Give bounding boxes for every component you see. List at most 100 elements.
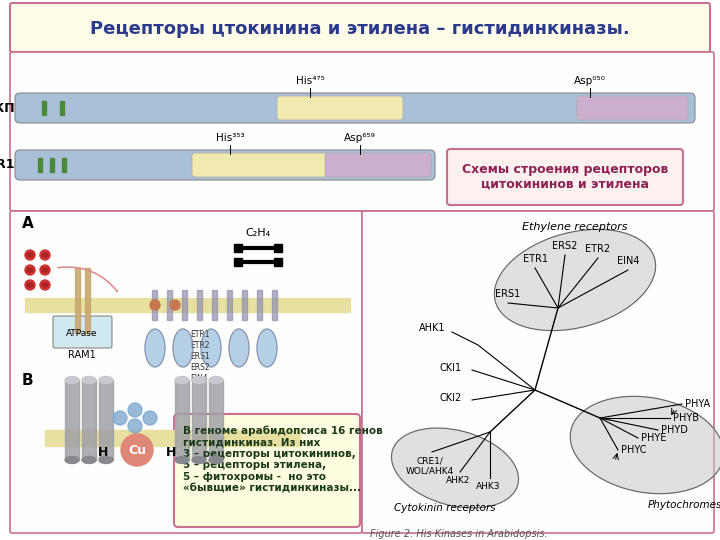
Text: Asp⁰⁵⁰: Asp⁰⁵⁰: [574, 76, 606, 86]
Ellipse shape: [192, 376, 206, 383]
Ellipse shape: [27, 253, 33, 257]
FancyBboxPatch shape: [174, 414, 360, 527]
Bar: [272, 290, 277, 320]
Ellipse shape: [82, 456, 96, 463]
Ellipse shape: [209, 456, 223, 463]
Bar: [242, 290, 247, 320]
FancyBboxPatch shape: [10, 52, 714, 211]
Ellipse shape: [42, 253, 48, 257]
Bar: [167, 290, 172, 320]
Ellipse shape: [201, 329, 221, 367]
Bar: [38, 158, 42, 172]
Text: ATPase: ATPase: [66, 328, 98, 338]
Bar: [197, 290, 202, 320]
Bar: [99, 380, 113, 460]
Bar: [212, 290, 217, 320]
Circle shape: [25, 250, 35, 260]
Ellipse shape: [392, 428, 518, 508]
Bar: [42, 101, 46, 115]
Text: CKI1: CKI1: [440, 363, 462, 373]
Ellipse shape: [257, 329, 277, 367]
Text: His³⁵³: His³⁵³: [216, 133, 244, 143]
Circle shape: [40, 265, 50, 275]
Ellipse shape: [65, 376, 79, 383]
Text: ETR2: ETR2: [585, 244, 611, 254]
Text: ETR1: ETR1: [0, 159, 15, 172]
Circle shape: [113, 411, 127, 425]
Text: EIN4: EIN4: [617, 256, 639, 266]
Ellipse shape: [209, 376, 223, 383]
Circle shape: [128, 403, 142, 417]
Bar: [192, 380, 206, 460]
Text: AHK1: AHK1: [418, 323, 445, 333]
FancyBboxPatch shape: [15, 93, 695, 123]
Text: H: H: [98, 446, 108, 458]
FancyBboxPatch shape: [10, 211, 362, 533]
Text: ETR1: ETR1: [523, 254, 547, 264]
Circle shape: [25, 265, 35, 275]
Text: B: B: [22, 373, 34, 388]
Ellipse shape: [570, 396, 720, 494]
Text: ETR1
ETR2
ERS1
ERS2
EIN4: ETR1 ETR2 ERS1 ERS2 EIN4: [190, 330, 210, 383]
Ellipse shape: [145, 329, 165, 367]
Ellipse shape: [175, 456, 189, 463]
Bar: [50, 158, 54, 172]
Text: PHYE: PHYE: [641, 433, 667, 443]
Ellipse shape: [27, 283, 33, 287]
Bar: [82, 380, 96, 460]
Ellipse shape: [82, 376, 96, 383]
FancyArrowPatch shape: [58, 267, 117, 291]
Circle shape: [121, 434, 153, 466]
Bar: [85, 268, 90, 333]
Ellipse shape: [65, 456, 79, 463]
Ellipse shape: [229, 329, 249, 367]
Circle shape: [128, 419, 142, 433]
Text: ERS1: ERS1: [495, 289, 521, 299]
Bar: [257, 290, 262, 320]
Bar: [175, 380, 189, 460]
Text: PHYB: PHYB: [673, 413, 699, 423]
Text: СКП: СКП: [0, 102, 15, 114]
Bar: [25, 298, 350, 312]
Text: CRE1/
WOL/AHK4: CRE1/ WOL/AHK4: [406, 456, 454, 475]
Text: PHYC: PHYC: [621, 445, 647, 455]
Ellipse shape: [42, 283, 48, 287]
Bar: [209, 380, 223, 460]
Bar: [65, 380, 79, 460]
Bar: [182, 290, 187, 320]
Bar: [60, 101, 64, 115]
FancyBboxPatch shape: [53, 316, 112, 348]
Text: ERS2: ERS2: [552, 241, 577, 251]
FancyBboxPatch shape: [15, 150, 435, 180]
Ellipse shape: [27, 268, 33, 272]
Text: CKI2: CKI2: [440, 393, 462, 403]
Text: C₂H₄: C₂H₄: [246, 228, 271, 238]
Circle shape: [143, 411, 157, 425]
Text: Ethylene receptors: Ethylene receptors: [522, 222, 628, 232]
FancyBboxPatch shape: [447, 149, 683, 205]
Text: Cu: Cu: [128, 443, 146, 456]
Text: A: A: [22, 216, 34, 231]
Bar: [75, 268, 80, 333]
Text: PHYD: PHYD: [661, 425, 688, 435]
Text: Asp⁶⁵⁹: Asp⁶⁵⁹: [344, 133, 376, 143]
Text: Phytochromes: Phytochromes: [648, 500, 720, 510]
Bar: [45, 430, 300, 446]
Circle shape: [150, 300, 160, 310]
Text: PHYA: PHYA: [685, 399, 710, 409]
Text: AHK3: AHK3: [476, 482, 500, 491]
Ellipse shape: [192, 456, 206, 463]
Ellipse shape: [495, 230, 656, 330]
Ellipse shape: [175, 376, 189, 383]
Text: H: H: [166, 446, 176, 458]
Circle shape: [25, 280, 35, 290]
Circle shape: [170, 300, 180, 310]
Text: Figure 2. His Kinases in Arabidopsis.: Figure 2. His Kinases in Arabidopsis.: [370, 529, 548, 539]
FancyBboxPatch shape: [10, 3, 710, 52]
FancyBboxPatch shape: [577, 96, 688, 120]
Text: His⁴⁷⁵: His⁴⁷⁵: [296, 76, 325, 86]
Text: Схемы строения рецепторов
цитокининов и этилена: Схемы строения рецепторов цитокининов и …: [462, 163, 668, 191]
Bar: [62, 158, 66, 172]
FancyBboxPatch shape: [192, 153, 328, 177]
Text: Рецепторы цтокинина и этилена – гистидинкиназы.: Рецепторы цтокинина и этилена – гистидин…: [90, 20, 630, 38]
